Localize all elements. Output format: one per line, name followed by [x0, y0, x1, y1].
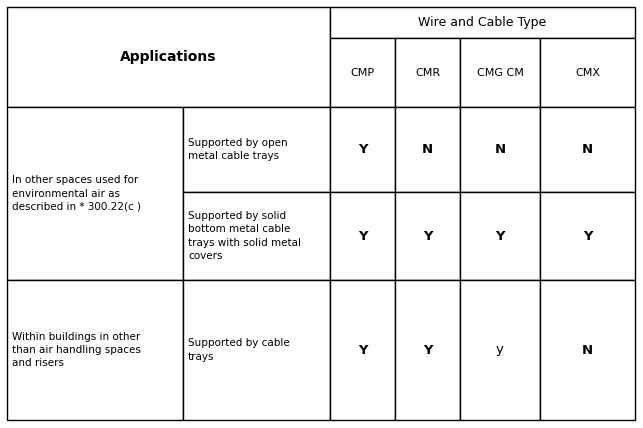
Bar — [7, 107, 183, 280]
Text: CMG CM: CMG CM — [476, 68, 523, 77]
Text: Supported by solid
bottom metal cable
trays with solid metal
covers: Supported by solid bottom metal cable tr… — [188, 211, 301, 261]
Text: Y: Y — [358, 344, 367, 357]
Bar — [7, 7, 330, 107]
Bar — [540, 280, 635, 420]
Text: CMX: CMX — [575, 68, 600, 77]
Text: N: N — [422, 143, 433, 156]
Text: In other spaces used for
environmental air as
described in * 300.22(c ): In other spaces used for environmental a… — [12, 175, 141, 212]
Text: Supported by cable
trays: Supported by cable trays — [188, 339, 290, 362]
Text: Y: Y — [358, 229, 367, 243]
Text: Within buildings in other
than air handling spaces
and risers: Within buildings in other than air handl… — [12, 332, 141, 368]
Text: CMR: CMR — [415, 68, 440, 77]
Bar — [460, 38, 540, 107]
Bar — [540, 192, 635, 280]
Text: Y: Y — [583, 229, 592, 243]
Text: N: N — [582, 143, 593, 156]
Text: Y: Y — [358, 143, 367, 156]
Text: N: N — [494, 143, 505, 156]
Text: Supported by open
metal cable trays: Supported by open metal cable trays — [188, 138, 287, 161]
Bar — [330, 7, 635, 38]
Bar — [330, 280, 395, 420]
Bar — [540, 38, 635, 107]
Text: y: y — [496, 344, 504, 357]
Bar — [395, 38, 460, 107]
Text: Y: Y — [422, 229, 432, 243]
Text: Wire and Cable Type: Wire and Cable Type — [419, 16, 547, 29]
Bar — [395, 280, 460, 420]
Bar — [460, 280, 540, 420]
Bar — [395, 192, 460, 280]
Bar — [183, 107, 330, 192]
Text: Y: Y — [422, 344, 432, 357]
Bar — [330, 192, 395, 280]
Bar — [540, 107, 635, 192]
Text: Applications: Applications — [120, 50, 217, 64]
Bar — [7, 280, 183, 420]
Text: Y: Y — [495, 229, 505, 243]
Text: N: N — [582, 344, 593, 357]
Bar — [460, 107, 540, 192]
Text: CMP: CMP — [350, 68, 375, 77]
Bar — [183, 280, 330, 420]
Bar — [330, 38, 395, 107]
Bar — [330, 107, 395, 192]
Bar — [183, 192, 330, 280]
Bar — [460, 192, 540, 280]
Bar — [395, 107, 460, 192]
